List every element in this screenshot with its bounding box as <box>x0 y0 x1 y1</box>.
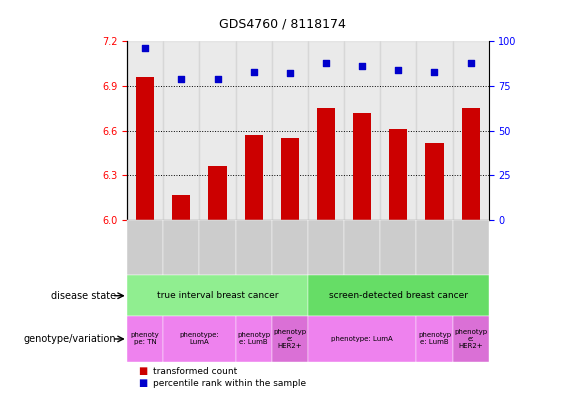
Text: phenotyp
e:
HER2+: phenotyp e: HER2+ <box>454 329 487 349</box>
Point <box>430 68 439 75</box>
Text: GDS4760 / 8118174: GDS4760 / 8118174 <box>219 18 346 31</box>
Bar <box>127 41 163 220</box>
Text: phenotyp
e:
HER2+: phenotyp e: HER2+ <box>273 329 306 349</box>
Text: ■: ■ <box>138 378 147 388</box>
Text: genotype/variation: genotype/variation <box>23 334 116 344</box>
Bar <box>453 41 489 220</box>
Bar <box>462 108 480 220</box>
Text: disease state: disease state <box>51 291 116 301</box>
Bar <box>317 108 335 220</box>
Text: phenotype: LumA: phenotype: LumA <box>331 336 393 342</box>
Text: screen-detected breast cancer: screen-detected breast cancer <box>329 291 468 300</box>
Bar <box>308 41 344 220</box>
Text: true interval breast cancer: true interval breast cancer <box>157 291 279 300</box>
Point <box>249 68 258 75</box>
Bar <box>199 41 236 220</box>
Point <box>213 76 222 82</box>
Bar <box>344 41 380 220</box>
Bar <box>208 167 227 220</box>
Text: phenotyp
e: LumB: phenotyp e: LumB <box>237 332 270 345</box>
Text: transformed count: transformed count <box>153 367 237 376</box>
Bar <box>380 41 416 220</box>
Bar <box>425 143 444 220</box>
Point <box>394 67 403 73</box>
Text: phenoty
pe: TN: phenoty pe: TN <box>131 332 159 345</box>
Point <box>141 45 150 51</box>
Text: phenotype:
LumA: phenotype: LumA <box>180 332 219 345</box>
Bar <box>172 195 190 220</box>
Text: phenotyp
e: LumB: phenotyp e: LumB <box>418 332 451 345</box>
Text: percentile rank within the sample: percentile rank within the sample <box>153 379 306 387</box>
Point <box>358 63 367 70</box>
Bar <box>272 41 308 220</box>
Bar <box>281 138 299 220</box>
Bar <box>136 77 154 220</box>
Bar <box>236 41 272 220</box>
Bar <box>245 135 263 220</box>
Point <box>466 60 475 66</box>
Point <box>285 70 294 77</box>
Point <box>177 76 186 82</box>
Bar <box>163 41 199 220</box>
Text: ■: ■ <box>138 366 147 376</box>
Bar <box>416 41 453 220</box>
Bar <box>353 113 371 220</box>
Bar <box>389 129 407 220</box>
Point <box>321 60 331 66</box>
